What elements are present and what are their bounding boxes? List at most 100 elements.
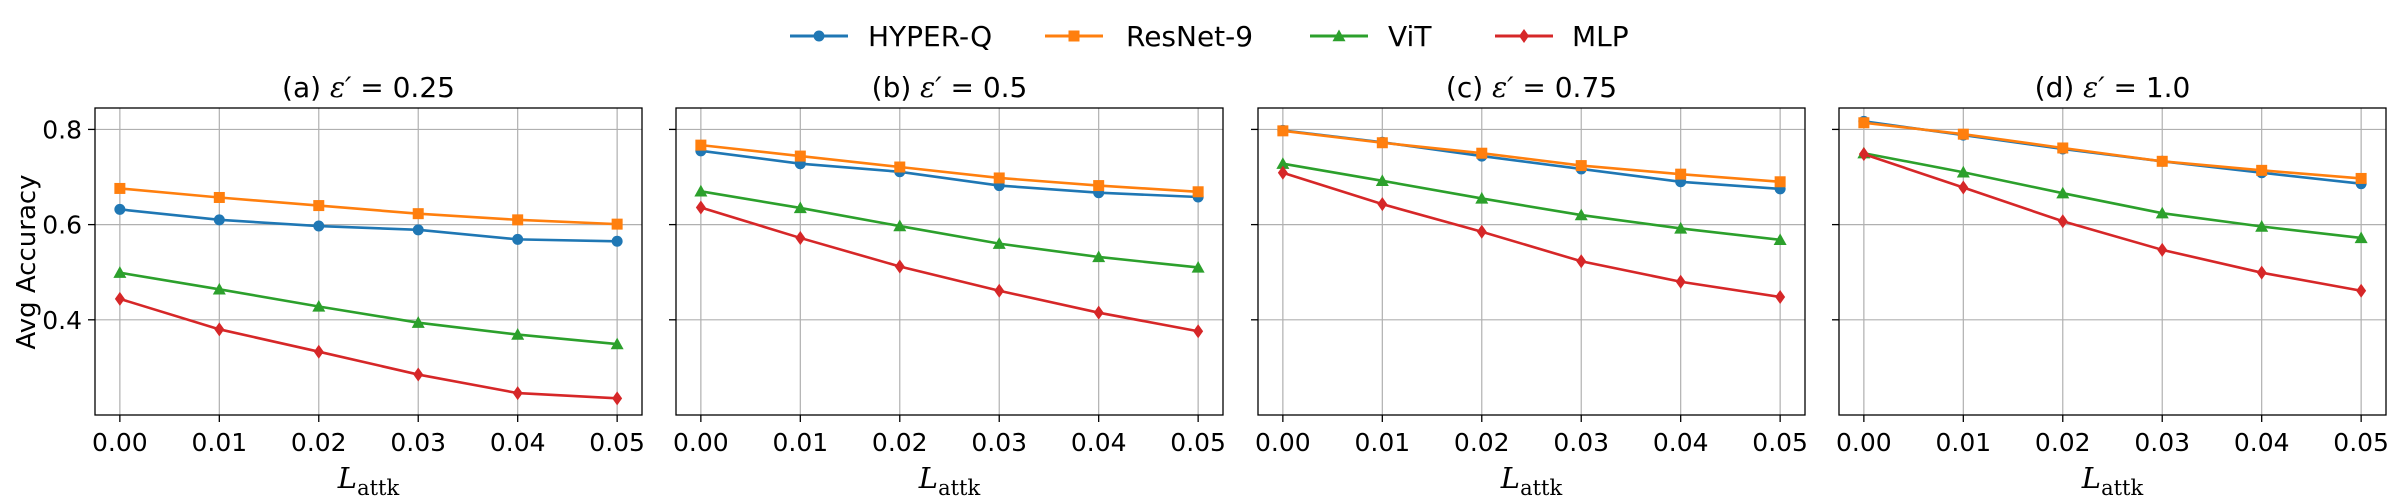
data-point-vit <box>1475 191 1489 204</box>
data-point-vit <box>2056 186 2070 199</box>
series-vit <box>694 184 1205 273</box>
x-axis-label: Lattk <box>918 461 981 500</box>
data-point-resnet-9 <box>1957 128 1969 140</box>
series-line-hyper-q <box>119 208 618 243</box>
legend-marker-resnet-9 <box>1068 30 1080 42</box>
data-point-vit <box>2255 220 2269 232</box>
legend: HYPER-Q ResNet-9 ViT MLP <box>790 20 1629 53</box>
legend-label-hyper-q: HYPER-Q <box>868 20 992 53</box>
legend-marker-hyper-q <box>813 30 825 42</box>
data-point-mlp <box>1958 180 1969 195</box>
data-point-resnet-9 <box>1575 160 1587 172</box>
x-tick-label: 0.02 <box>872 428 928 457</box>
x-tick-label: 0.03 <box>2134 428 2190 457</box>
legend-item-vit: ViT <box>1310 20 1432 53</box>
data-point-mlp <box>1193 324 1204 339</box>
data-point-resnet-9 <box>2156 155 2168 167</box>
data-point-resnet-9 <box>1774 176 1786 188</box>
data-point-vit <box>411 316 425 328</box>
series-mlp <box>1277 165 1786 304</box>
x-axis-label: Lattk <box>337 461 400 500</box>
data-point-mlp <box>695 200 706 215</box>
x-tick-label: 0.05 <box>1170 428 1226 457</box>
data-point-hyper-q <box>611 235 623 247</box>
x-tick-label: 0.04 <box>1071 428 1127 457</box>
data-point-vit <box>312 299 326 312</box>
y-tick-label: 0.4 <box>42 306 82 335</box>
y-axis-label: Avg Accuracy <box>12 174 42 349</box>
data-point-mlp <box>1093 305 1104 320</box>
series-mlp <box>114 291 623 406</box>
y-tick-label: 0.8 <box>42 115 82 144</box>
series-resnet-9 <box>1277 125 1786 188</box>
data-point-vit <box>212 282 226 295</box>
data-point-resnet-9 <box>1192 186 1204 198</box>
series-vit <box>113 266 624 350</box>
panel-title: (b) ε′ = 0.5 <box>872 71 1028 104</box>
series-resnet-9 <box>1858 117 2367 184</box>
series-mlp <box>695 200 1204 339</box>
data-point-hyper-q <box>313 220 325 232</box>
data-point-vit <box>793 201 807 214</box>
plot-frame <box>94 107 643 416</box>
data-point-mlp <box>2157 242 2168 257</box>
data-point-vit <box>1375 174 1389 187</box>
legend-marker-vit <box>1332 29 1346 42</box>
x-tick-label: 0.05 <box>589 428 645 457</box>
series-hyper-q <box>114 203 623 247</box>
series-line-mlp <box>700 206 1199 333</box>
series-line-vit <box>1282 162 1781 242</box>
series-line-mlp <box>1282 171 1781 299</box>
x-tick-label: 0.00 <box>92 428 148 457</box>
series-line-vit <box>119 271 618 346</box>
data-point-mlp <box>1277 165 1288 180</box>
x-tick-label: 0.00 <box>1836 428 1892 457</box>
data-point-resnet-9 <box>213 191 225 203</box>
data-point-resnet-9 <box>611 218 623 230</box>
data-point-mlp <box>1377 197 1388 212</box>
series-resnet-9 <box>695 139 1204 198</box>
x-tick-label: 0.04 <box>490 428 546 457</box>
legend-label-mlp: MLP <box>1572 20 1629 53</box>
data-point-vit <box>511 328 525 340</box>
legend-item-hyper-q: HYPER-Q <box>790 20 992 53</box>
x-tick-label: 0.01 <box>1354 428 1410 457</box>
data-point-resnet-9 <box>1376 137 1388 149</box>
data-point-vit <box>893 219 907 232</box>
data-point-mlp <box>413 367 424 382</box>
legend-marker-mlp <box>1519 29 1529 43</box>
legend-label-vit: ViT <box>1388 20 1432 53</box>
series-line-resnet-9 <box>1282 129 1781 184</box>
panels: 0.00 0.01 0.02 0.03 0.04 0.05 0.4 0.6 0.8 Lattk (a… <box>42 71 2389 500</box>
data-point-vit <box>1092 250 1106 263</box>
data-point-hyper-q <box>114 203 126 215</box>
series-mlp <box>1858 147 2367 298</box>
panel-title: (a) ε′ = 0.25 <box>282 71 455 104</box>
data-point-resnet-9 <box>2256 164 2268 176</box>
x-tick-label: 0.03 <box>971 428 1027 457</box>
data-point-mlp <box>2057 214 2068 229</box>
plot-frame <box>675 107 1224 416</box>
data-point-vit <box>1276 157 1290 169</box>
data-point-vit <box>694 184 708 197</box>
data-point-resnet-9 <box>1858 117 1870 129</box>
data-point-mlp <box>1576 254 1587 269</box>
data-point-hyper-q <box>412 224 424 236</box>
data-point-mlp <box>795 230 806 245</box>
x-tick-label: 0.05 <box>2333 428 2389 457</box>
x-tick-label: 0.01 <box>191 428 247 457</box>
data-point-hyper-q <box>213 214 225 226</box>
data-point-vit <box>2155 206 2169 219</box>
data-point-mlp <box>512 386 523 401</box>
y-tick-label: 0.6 <box>42 211 82 240</box>
series-line-resnet-9 <box>119 187 618 226</box>
series-line-resnet-9 <box>1863 121 2362 180</box>
x-tick-label: 0.05 <box>1752 428 1808 457</box>
data-point-mlp <box>1675 274 1686 289</box>
data-point-vit <box>113 266 127 278</box>
panel-1: 0.00 0.01 0.02 0.03 0.04 0.05 0.4 0.6 0.8 Lattk (a… <box>42 71 645 500</box>
series-resnet-9 <box>114 182 623 230</box>
x-tick-label: 0.01 <box>1935 428 1991 457</box>
data-point-mlp <box>994 283 1005 298</box>
